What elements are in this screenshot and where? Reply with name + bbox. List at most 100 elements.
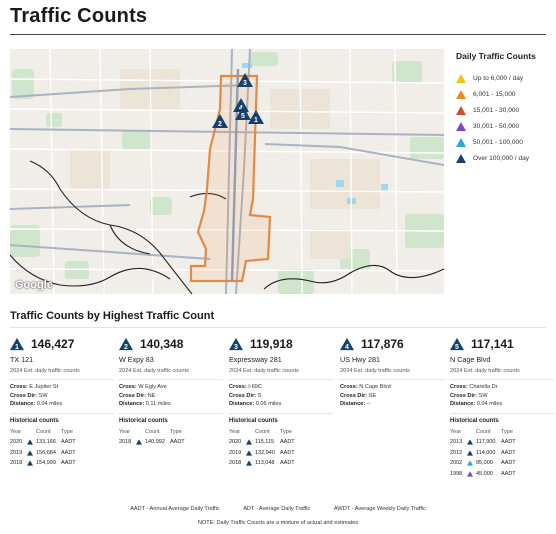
road-name: TX 121 (10, 355, 34, 364)
history-type: AADT (280, 460, 295, 467)
cross-direction-value: SE (368, 392, 377, 399)
history-type: AADT (501, 449, 516, 456)
daily-count: 140,348 (140, 337, 184, 351)
legend-item-label: 30,001 - 50,000 (473, 122, 520, 130)
triangle-icon (456, 153, 466, 163)
abbreviation-aadt: AADT - Annual Average Daily Traffic (130, 506, 220, 512)
historical-row: 2020 133,166 AADT (10, 437, 114, 448)
svg-text:4: 4 (239, 105, 243, 112)
svg-text:1: 1 (254, 117, 258, 124)
header-type: Type (61, 428, 73, 435)
cross-direction-value: SW (478, 392, 488, 399)
legend-item-label: Over 100,000 / day (473, 154, 530, 162)
historical-row: 2019 132,940 AADT (229, 448, 333, 459)
map-marker[interactable]: 2 (212, 114, 228, 128)
traffic-map[interactable]: 3 4 5 2 1 Google (10, 49, 444, 294)
historical-row: 2018 140,992 AADT (119, 437, 223, 448)
section-divider (10, 327, 546, 328)
historical-header-row: Year Count Type (229, 427, 333, 438)
cross-direction: Cross Dir: NE (119, 393, 223, 402)
triangle-icon (467, 471, 473, 477)
card-divider (10, 412, 114, 414)
card-header: 4 117,876 (340, 336, 444, 352)
triangle-icon: 2 (119, 337, 133, 351)
triangle-icon (467, 460, 473, 466)
distance: Distance: – (340, 401, 444, 410)
history-count: 133,166 (36, 439, 56, 446)
corridor-highway (230, 68, 240, 282)
history-type: AADT (61, 460, 76, 467)
historical-counts-title: Historical counts (450, 417, 499, 424)
distance-label: Distance: (10, 401, 36, 407)
header-type: Type (501, 428, 513, 435)
cross-street-value: N Cage Blvd (359, 384, 391, 390)
svg-text:2: 2 (124, 344, 128, 351)
cross-street-value: Charella Dr (469, 384, 498, 390)
cross-street-label: Cross: (10, 384, 28, 390)
triangle-icon (246, 460, 252, 466)
historical-row: 2018 113,048 AADT (229, 458, 333, 469)
cross-street-value: I-69C (248, 384, 262, 390)
header-count: Count (476, 428, 491, 435)
history-year: 2018 (10, 460, 23, 467)
legend-item: 15,001 - 30,000 (456, 102, 552, 118)
map-canvas: 3 4 5 2 1 (10, 49, 444, 294)
header-count: Count (36, 428, 51, 435)
road-name: N Cage Blvd (450, 355, 491, 364)
triangle-icon (27, 450, 33, 456)
history-year: 1998 (450, 470, 463, 477)
triangle-icon (456, 73, 466, 83)
cross-street-value: E Jupiter St (29, 384, 59, 390)
history-count: 140,992 (145, 439, 165, 446)
abbreviation-awdt: AWDT - Average Weekly Daily Traffic (333, 506, 426, 512)
footer-note: NOTE: Daily Traffic Counts are a mixture… (197, 520, 359, 526)
svg-text:3: 3 (234, 344, 238, 351)
map-marker[interactable]: 1 (248, 110, 264, 124)
estimate-note: 2024 Est. daily traffic counts (450, 368, 520, 374)
historical-row: 1998 45,000 AADT (450, 469, 554, 480)
card-header: 2 140,348 (119, 336, 223, 352)
abbreviation-adt: ADT - Average Daily Traffic (243, 506, 311, 512)
traffic-count-card[interactable]: 2 140,348 W Expy 83 2024 Est. daily traffic… (119, 336, 223, 448)
triangle-icon (456, 105, 466, 115)
history-icon (467, 450, 476, 456)
estimate-note: 2024 Est. daily traffic counts (340, 368, 410, 374)
history-year: 2020 (229, 439, 242, 446)
history-year: 2012 (450, 449, 463, 456)
cross-direction: Cross Dir: SW (450, 393, 554, 402)
map-marker[interactable]: 4 (233, 98, 249, 112)
map-canals (10, 160, 444, 294)
traffic-count-card[interactable]: 4 117,876 US Hwy 281 2024 Est. daily traffi… (340, 336, 444, 410)
history-count: 117,900 (476, 439, 496, 446)
history-year: 2002 (450, 460, 463, 467)
cross-direction: Cross Dir: S (229, 393, 333, 402)
map-marker[interactable]: 5 (235, 106, 251, 120)
history-icon (246, 450, 255, 456)
triangle-icon (456, 137, 466, 147)
estimate-note: 2024 Est. daily traffic counts (229, 368, 299, 374)
historical-counts-title: Historical counts (119, 417, 168, 424)
daily-count: 119,918 (250, 337, 293, 351)
triangle-icon (456, 89, 466, 99)
cross-direction-label: Cross Dir: (450, 392, 478, 399)
historical-header-row: Year Count Type (119, 427, 223, 438)
cross-direction: Cross Dir: SW (10, 393, 114, 402)
traffic-count-card[interactable]: 3 119,918 Expressway 281 2024 Est. daily tr… (229, 336, 333, 469)
map-marker[interactable]: 3 (237, 73, 253, 87)
header-year: Year (10, 428, 22, 435)
history-type: AADT (280, 439, 295, 446)
map-markers: 3 4 5 2 1 (212, 73, 264, 128)
history-year: 2018 (119, 439, 132, 446)
triangle-icon (456, 121, 466, 131)
card-divider (119, 379, 223, 380)
triangle-icon: 1 (10, 337, 24, 351)
history-count: 154,999 (36, 460, 56, 467)
card-header: 1 146,427 (10, 336, 114, 352)
traffic-count-card[interactable]: 5 117,141 N Cage Blvd 2024 Est. daily traff… (450, 336, 554, 479)
traffic-count-card[interactable]: 1 146,427 TX 121 2024 Est. daily traffic co… (10, 336, 114, 469)
history-icon (467, 471, 476, 477)
cross-street: Cross: E Jupiter St (10, 384, 114, 393)
distance-label: Distance: (119, 401, 145, 407)
triangle-icon (246, 450, 252, 456)
cross-street: Cross: I-69C (229, 384, 333, 393)
